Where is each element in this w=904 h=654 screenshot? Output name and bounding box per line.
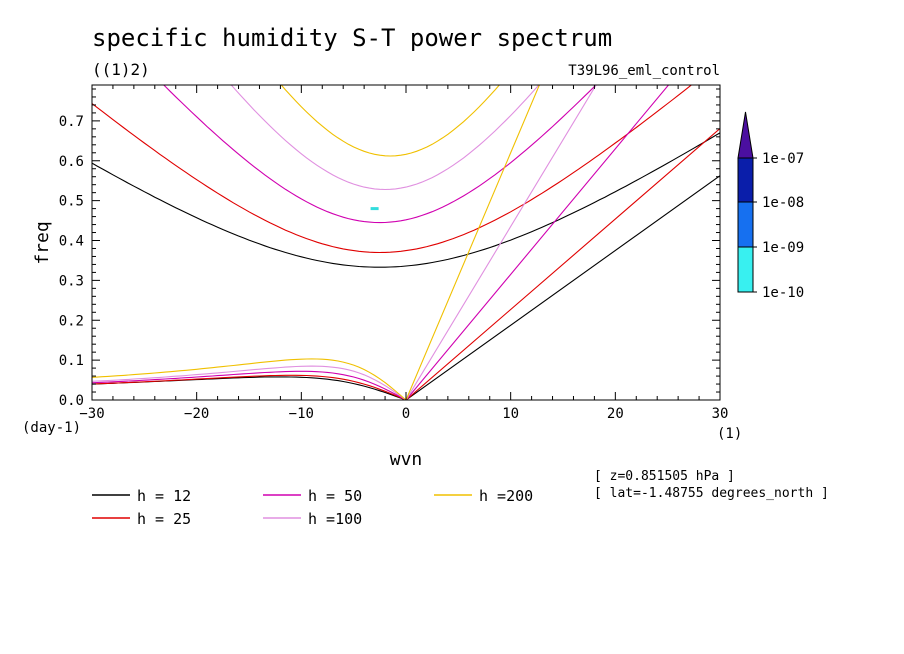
legend-label-2: h = 50: [308, 487, 362, 505]
colorbar-band-1: [737, 201, 754, 248]
legend-label-1: h = 25: [137, 510, 191, 528]
rossby-curve-3: [92, 365, 407, 400]
colorbar-label-1: 1e-08: [762, 195, 804, 211]
rossby-curve-4: [92, 358, 407, 400]
y-tick-label-7: 0.7: [59, 114, 84, 130]
y-tick-label-4: 0.4: [59, 234, 84, 250]
x-tick-label-2: −10: [289, 406, 314, 422]
x-unit-label: (1): [717, 426, 742, 442]
colorbar-arrow: [737, 111, 754, 159]
kelvin-curve-4: [405, 85, 540, 400]
colorbar-label-0: 1e-07: [762, 151, 804, 167]
ig-curve-1: [92, 85, 693, 254]
y-tick-label-2: 0.2: [59, 313, 84, 329]
kelvin-curve-3: [405, 85, 597, 400]
ticks-group: −30 −20 −10 0 10 20 30 0.0 0.1 0.2 0.3 0.4 0.5 0.6 0.7: [59, 85, 729, 422]
chart-title: specific humidity S-T power spectrum: [92, 24, 612, 52]
y-unit-label: (day-1): [22, 420, 81, 436]
y-tick-label-6: 0.6: [59, 154, 84, 170]
legend-label-0: h = 12: [137, 487, 191, 505]
x-tick-label-5: 20: [607, 406, 624, 422]
colorbar-label-3: 1e-10: [762, 285, 804, 301]
rossby-curve-2: [92, 370, 407, 400]
x-tick-label-6: 30: [712, 406, 729, 422]
y-tick-label-0: 0.0: [59, 393, 84, 409]
kelvin-curve-0: [405, 175, 720, 400]
x-tick-label-3: 0: [402, 406, 410, 422]
kelvin-curve-1: [405, 128, 720, 400]
ig-curve-3: [230, 85, 540, 191]
info-line-z: [ z=0.851505 hPa ]: [594, 469, 735, 484]
legend-group: h = 12 h = 25 h = 50 h =100 h =200: [92, 487, 533, 528]
y-tick-label-5: 0.5: [59, 194, 84, 210]
colorbar-label-2: 1e-09: [762, 240, 804, 256]
x-axis-label: wvn: [390, 449, 423, 470]
y-tick-label-1: 0.1: [59, 353, 84, 369]
y-tick-label-3: 0.3: [59, 273, 84, 289]
curves-group: [92, 85, 720, 400]
colorbar-group: 1e-07 1e-08 1e-09 1e-10: [737, 111, 804, 301]
ig-curve-2: [162, 85, 597, 224]
chart-subtitle: ((1)2): [92, 60, 150, 79]
legend-label-3: h =100: [308, 510, 362, 528]
ig-curve-4: [280, 85, 501, 157]
info-line-lat: [ lat=-1.48755 degrees_north ]: [594, 486, 829, 501]
experiment-label: T39L96_eml_control: [568, 63, 720, 79]
x-tick-label-0: −30: [79, 406, 104, 422]
colorbar-band-2: [737, 246, 754, 293]
colorbar-band-0: [737, 157, 754, 203]
shaded-point-0: [370, 207, 379, 211]
x-tick-label-1: −20: [184, 406, 209, 422]
kelvin-curve-2: [405, 85, 670, 400]
x-tick-label-4: 10: [502, 406, 519, 422]
ig-curve-0: [92, 132, 720, 268]
y-axis-label: freq: [32, 221, 53, 264]
shaded-group: [370, 207, 379, 211]
legend-label-4: h =200: [479, 487, 533, 505]
rossby-curve-1: [92, 374, 407, 400]
